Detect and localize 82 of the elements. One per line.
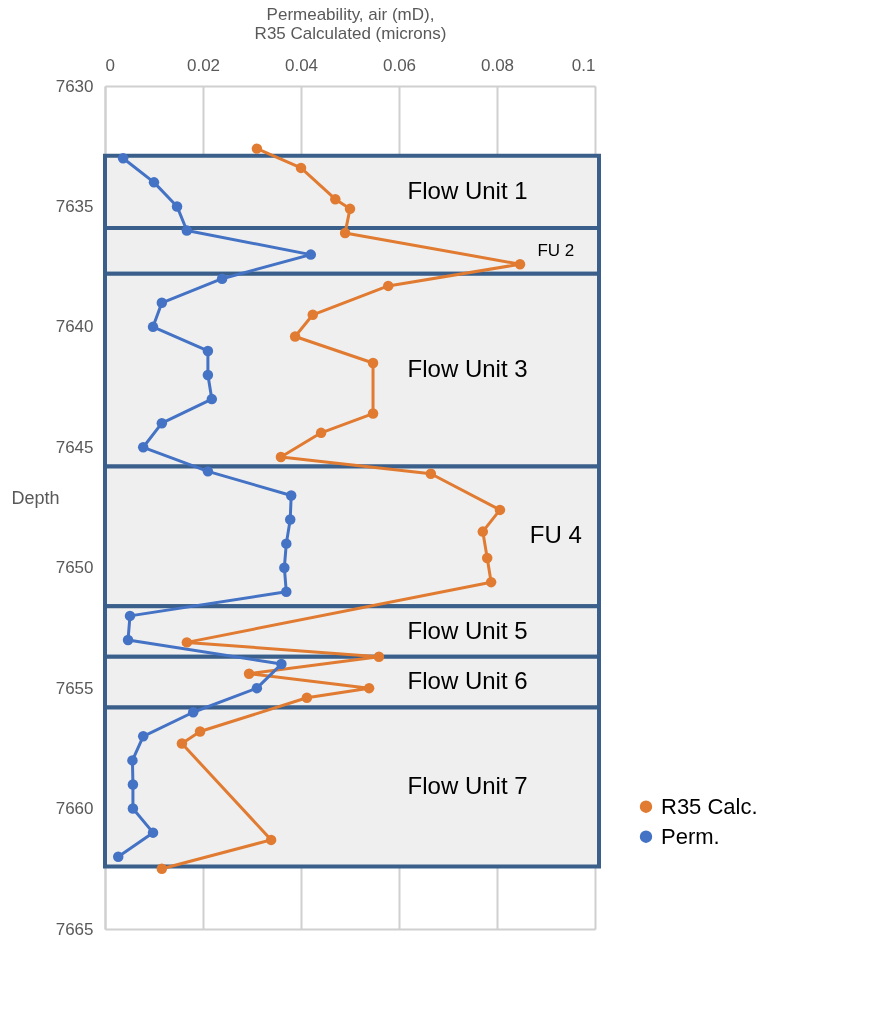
point	[477, 526, 489, 537]
point	[275, 451, 287, 463]
point	[187, 706, 199, 718]
point	[117, 153, 129, 164]
point	[279, 562, 290, 573]
y-axis-title: Depth	[11, 488, 60, 508]
point	[339, 227, 351, 239]
point	[124, 610, 136, 622]
point	[243, 668, 255, 679]
point	[176, 738, 188, 749]
point	[265, 834, 277, 846]
point	[127, 779, 139, 790]
band-label: Flow Unit 3	[407, 355, 528, 383]
y-tick-label: 7660	[55, 799, 94, 819]
point	[285, 490, 297, 501]
point	[494, 504, 506, 516]
x-tick-label: 0.02	[186, 55, 221, 75]
y-tick-label: 7630	[55, 76, 94, 96]
legend-label: Perm.	[661, 823, 720, 849]
point	[373, 651, 385, 663]
band-label: FU 2	[537, 240, 575, 260]
point	[147, 827, 159, 838]
point	[122, 634, 134, 646]
point	[202, 466, 214, 477]
band-label: Flow Unit 7	[407, 771, 528, 799]
point	[281, 586, 292, 598]
point	[305, 249, 317, 260]
band-label: Flow Unit 6	[407, 667, 528, 695]
x-tick-label: 0.06	[382, 55, 417, 75]
point	[156, 417, 168, 429]
point	[216, 273, 228, 284]
x-tick-label: 0.08	[480, 55, 515, 75]
point	[127, 755, 138, 766]
legend-label: R35 Calc.	[661, 793, 758, 819]
point	[181, 225, 193, 236]
point	[276, 658, 287, 670]
x-tick-label: 0.1	[571, 55, 596, 75]
point	[330, 193, 341, 205]
y-tick-label: 7655	[55, 678, 94, 698]
point	[127, 803, 139, 814]
point	[202, 369, 214, 381]
band-label: FU 4	[529, 521, 582, 549]
point	[367, 357, 379, 369]
point	[307, 309, 318, 321]
point	[181, 637, 193, 648]
point	[481, 552, 493, 564]
point	[147, 321, 159, 333]
point	[281, 538, 292, 549]
point	[148, 177, 160, 188]
point	[206, 393, 218, 405]
y-tick-label: 7665	[55, 919, 94, 939]
point	[382, 280, 394, 292]
y-tick-label: 7645	[55, 437, 94, 457]
point	[485, 576, 497, 588]
y-tick-label: 7635	[55, 196, 94, 216]
x-tick-label: 0.04	[284, 55, 319, 75]
point	[367, 408, 379, 419]
band-label: Flow Unit 5	[407, 616, 528, 644]
y-tick-label: 7650	[55, 558, 94, 578]
point	[514, 259, 526, 270]
point	[156, 297, 168, 309]
point	[171, 201, 183, 212]
point	[202, 345, 214, 357]
point	[156, 863, 168, 875]
point	[251, 682, 263, 694]
point	[112, 851, 124, 862]
point	[194, 726, 206, 737]
point	[284, 514, 296, 525]
y-tick-label: 7640	[55, 317, 94, 337]
point	[363, 682, 375, 694]
point	[315, 427, 327, 439]
x-axis-title: Permeability, air (mD), R35 Calculated (microns)	[254, 4, 447, 43]
band-label: Flow Unit 1	[407, 176, 528, 204]
point	[251, 143, 263, 154]
point	[289, 331, 301, 342]
point	[295, 162, 307, 174]
point	[301, 692, 313, 704]
point	[425, 468, 437, 480]
point	[137, 731, 149, 742]
point	[137, 442, 149, 453]
point	[344, 203, 356, 215]
x-tick-label: 0	[105, 55, 115, 75]
